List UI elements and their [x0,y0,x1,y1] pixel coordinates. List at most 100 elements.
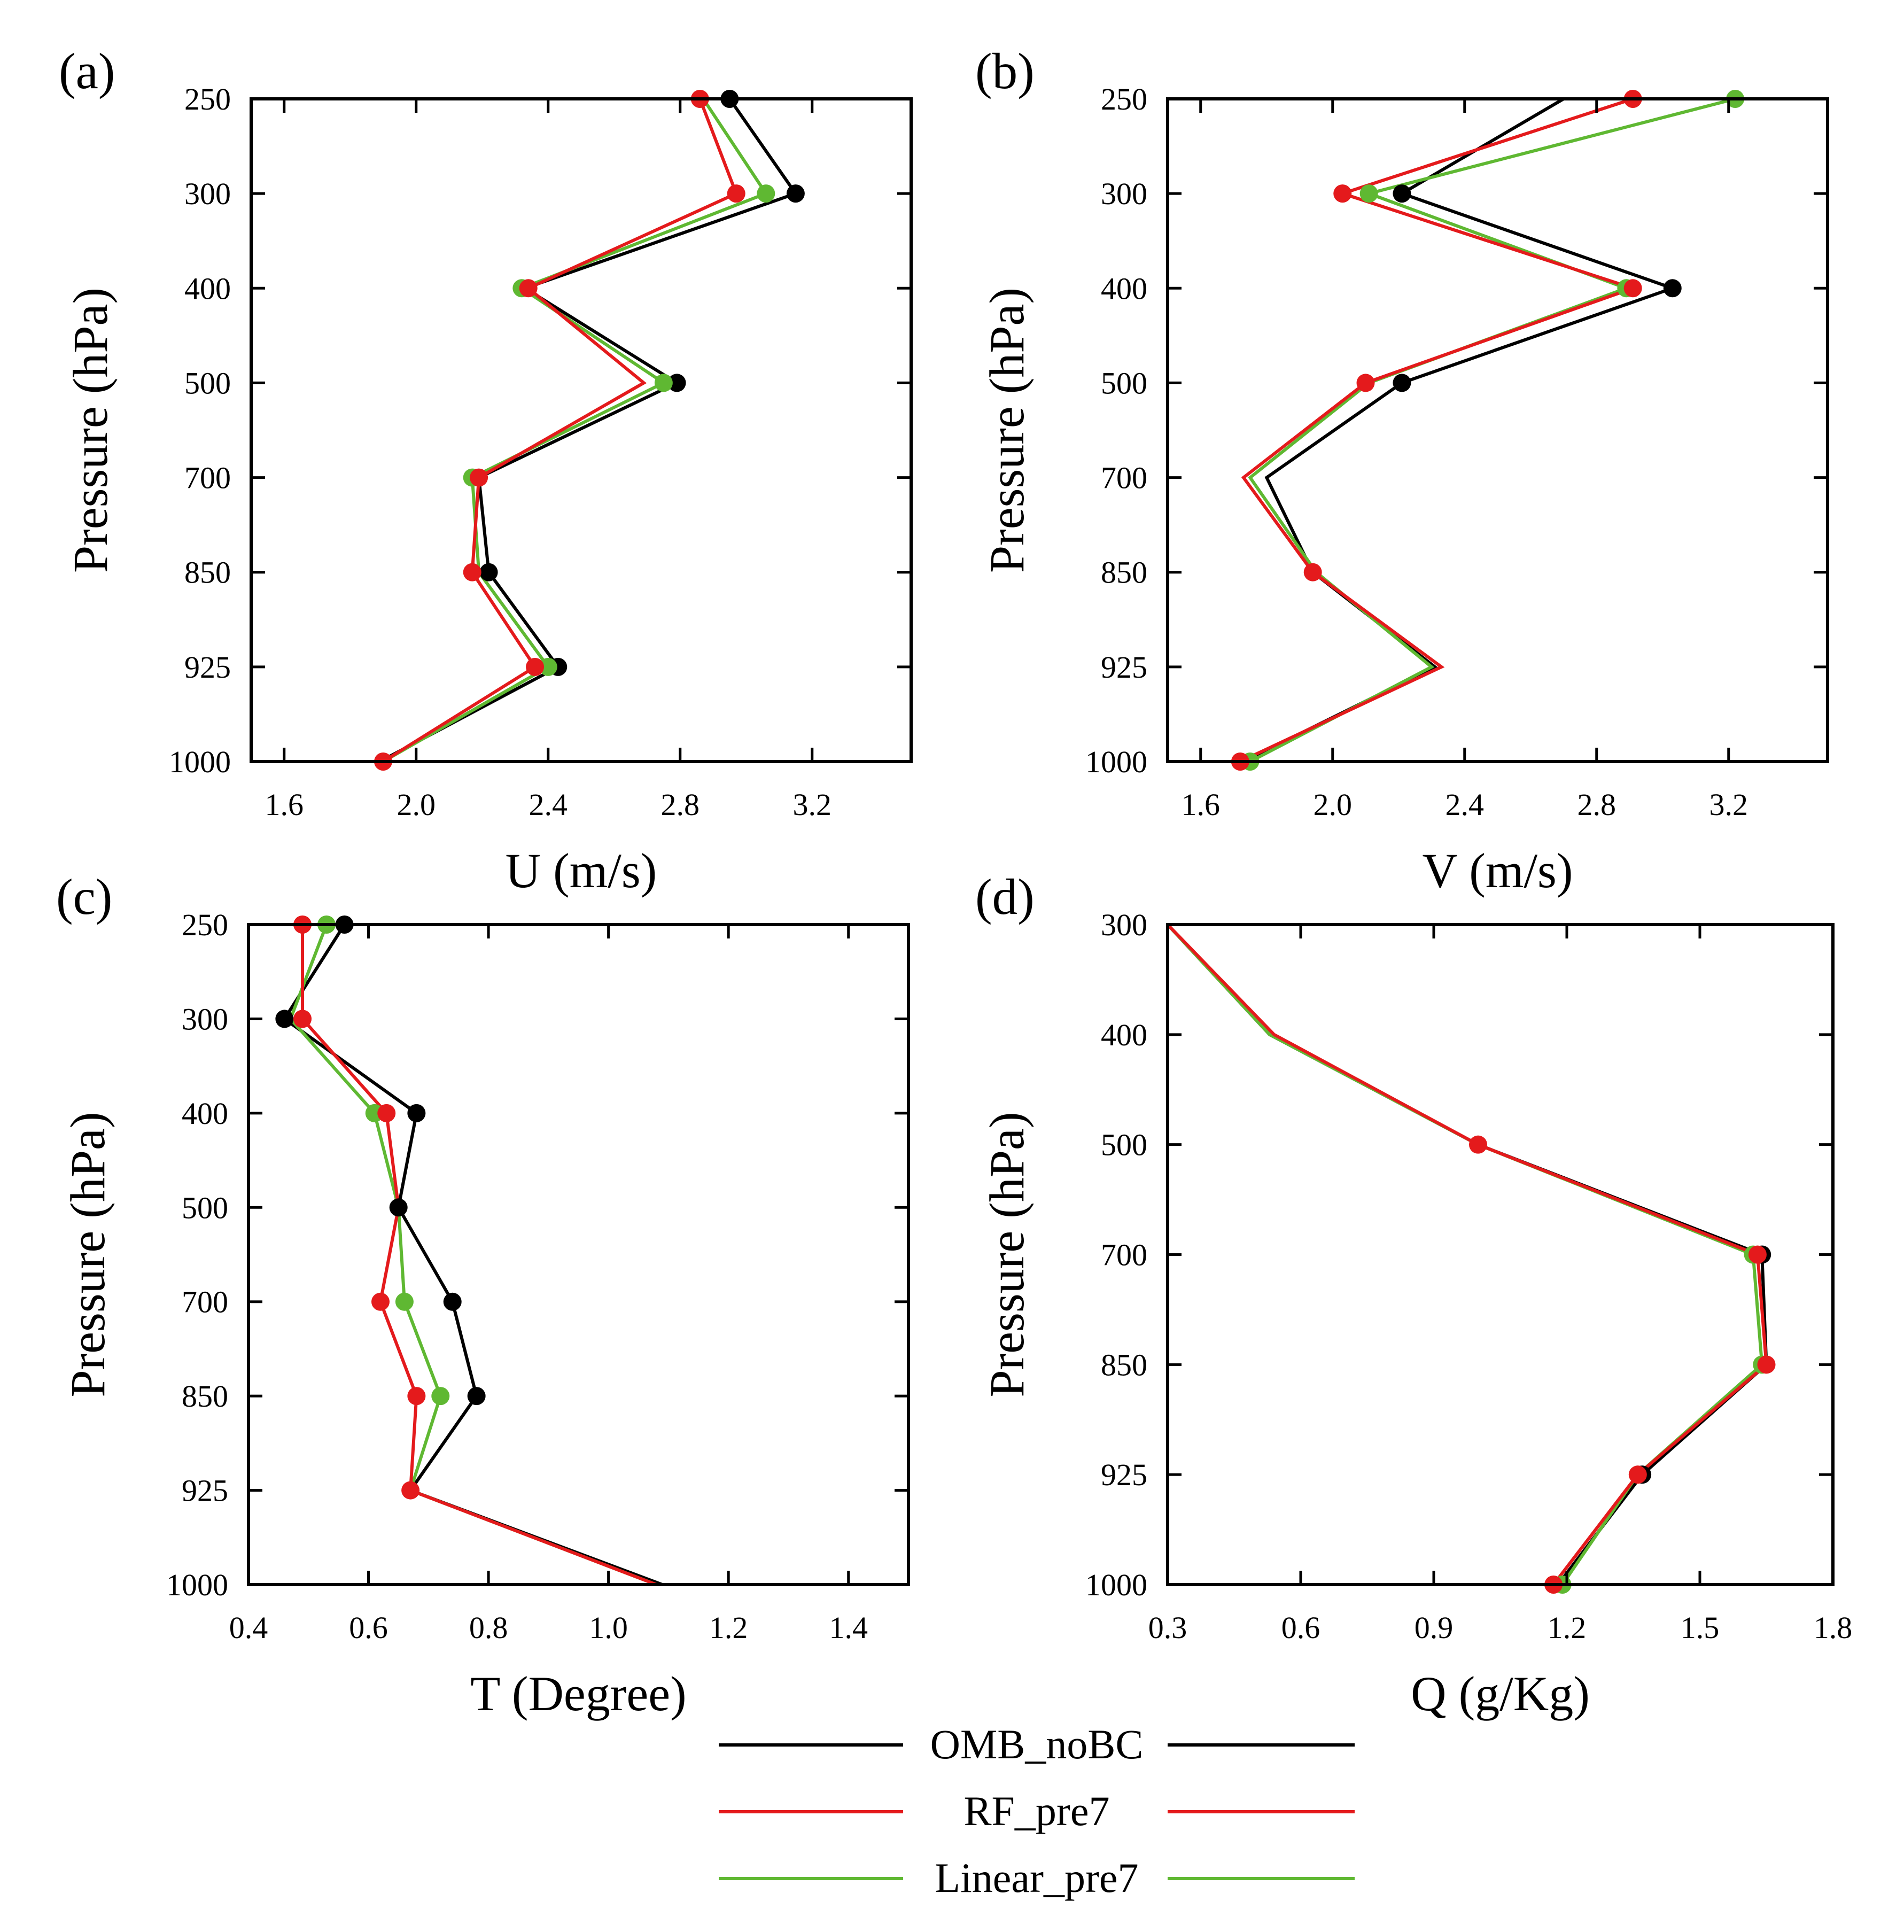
panel-b-y-tick-label: 300 [1101,176,1147,211]
panel-c-frame [247,923,910,1586]
panel-a-y-tick-label: 1000 [169,744,231,779]
panel-a-y-tick-label: 850 [184,555,231,590]
panel-d-x-tick-label: 0.9 [1415,1610,1454,1645]
panel-b-y-tick-label: 850 [1101,555,1147,590]
panel-b-y-axis-title: Pressure (hPa) [980,288,1034,573]
legend: OMB_noBC RF_pre7 Linear_pre7 [719,1721,1355,1901]
panel-c-y-tick-label: 925 [182,1473,228,1508]
panel-b-marker-linear-pre7 [1359,184,1378,203]
panel-a-marker-rf-pre7 [526,657,545,676]
panel-a-marker-rf-pre7 [727,184,745,203]
legend-entry-omb-nobc: OMB_noBC [719,1721,1355,1767]
panel-a-x-tick-label: 3.2 [793,787,832,822]
panel-b-y-tick-label: 250 [1101,82,1147,117]
panel-a-x-axis-title: U (m/s) [506,843,657,898]
panel-a-series-linear-pre7 [382,98,768,763]
panel-b-series-rf-pre7 [1239,97,1638,763]
panel-d-y-axis-title: Pressure (hPa) [980,1112,1034,1398]
panel-c-marker-omb-nobc [407,1104,426,1122]
panel-c-x-tick-label: 0.8 [469,1610,508,1645]
panel-a-marker-omb-nobc [667,374,686,392]
panel-b-marker-omb-nobc [1393,374,1411,392]
panel-d-label: (d) [975,868,1035,925]
panel-a-y-tick-label: 400 [184,271,231,306]
panel-a-y-axis-title: Pressure (hPa) [63,288,118,573]
panel-c-marker-linear-pre7 [395,1292,414,1311]
panel-a-marker-omb-nobc [786,184,805,203]
panel-d-marker-rf-pre7 [1757,1355,1776,1374]
panel-c-marker-rf-pre7 [371,1292,390,1311]
panel-b-x-tick-label: 1.6 [1182,787,1221,822]
panel-a-marker-rf-pre7 [470,468,488,487]
panel-c-x-axis-title: T (Degree) [470,1666,686,1721]
panel-b-frame [1166,97,1829,763]
panel-b-marker-omb-nobc [1663,279,1682,298]
panel-b-y-tick-label: 400 [1101,271,1147,306]
panel-c-x-tick-label: 0.4 [229,1610,268,1645]
panel-d-y-tick-label: 700 [1101,1238,1147,1273]
panel-b-x-axis-title: V (m/s) [1423,843,1573,898]
panel-c-series [275,915,663,1586]
panel-c-marker-rf-pre7 [377,1104,396,1122]
panel-d-marker-rf-pre7 [1469,1135,1487,1154]
panel-c-marker-omb-nobc [467,1387,486,1406]
panel-d-y-tick-label: 1000 [1085,1568,1147,1602]
panel-b-marker-rf-pre7 [1303,563,1322,581]
panel-b-ticks: 250 300 400 500 700 850 925 1000 1.6 2.0 2.4 2.8 3.2 [1085,82,1828,822]
panel-d-marker-rf-pre7 [1748,1245,1767,1264]
panel-a: 250 300 400 500 700 850 925 1000 1.6 2.0 2.4 2.8 3.2… [59,43,913,898]
panel-a-x-tick-label: 1.6 [265,787,304,822]
panel-b-x-tick-label: 2.4 [1446,787,1485,822]
panel-b-series-linear-pre7 [1248,97,1736,763]
legend-label-linear-pre7: Linear_pre7 [935,1855,1138,1901]
panel-b-marker-omb-nobc [1393,184,1411,203]
panel-d-x-tick-label: 1.5 [1681,1610,1720,1645]
panel-a-x-tick-label: 2.4 [529,787,568,822]
panel-a-marker-rf-pre7 [463,563,481,581]
panel-c-x-tick-label: 0.6 [349,1610,388,1645]
panel-b-marker-rf-pre7 [1356,374,1375,392]
panel-a-marker-linear-pre7 [654,374,673,392]
panel-a-y-tick-label: 300 [184,176,231,211]
panel-d-y-tick-label: 500 [1101,1128,1147,1162]
panel-a-y-tick-label: 700 [184,461,231,495]
panel-d-x-tick-label: 1.8 [1814,1610,1853,1645]
panel-c-x-tick-label: 1.2 [709,1610,748,1645]
legend-label-rf-pre7: RF_pre7 [964,1788,1110,1834]
panel-c-marker-omb-nobc [443,1292,462,1311]
panel-d-y-tick-label: 300 [1101,907,1147,942]
panel-a-y-tick-label: 925 [184,650,231,685]
panel-c-series-linear-pre7 [289,924,657,1586]
legend-entry-rf-pre7: RF_pre7 [719,1788,1355,1834]
panel-d-y-tick-label: 850 [1101,1347,1147,1382]
panel-d-y-tick-label: 925 [1101,1457,1147,1492]
panel-b-marker-rf-pre7 [1623,279,1642,298]
panel-a-ticks: 250 300 400 500 700 850 925 1000 1.6 2.0 2.4 2.8 3.2 [169,82,911,822]
panel-a-marker-linear-pre7 [757,184,775,203]
panel-d-y-tick-label: 400 [1101,1018,1147,1052]
panel-c-y-tick-label: 300 [182,1002,228,1036]
panel-b-x-tick-label: 2.0 [1314,787,1353,822]
panel-c-y-tick-label: 700 [182,1285,228,1320]
panel-d-x-axis-title: Q (g/Kg) [1411,1666,1590,1721]
panel-b-y-tick-label: 1000 [1085,744,1147,779]
legend-entry-linear-pre7: Linear_pre7 [719,1855,1355,1901]
panel-a-frame [250,97,913,763]
panel-b-y-tick-label: 925 [1101,650,1147,685]
panel-c-marker-rf-pre7 [407,1387,426,1406]
panel-a-marker-linear-pre7 [539,657,557,676]
panel-a-y-tick-label: 500 [184,366,231,400]
panel-c-marker-linear-pre7 [431,1387,450,1406]
panel-b-y-tick-label: 500 [1101,366,1147,400]
panel-a-x-tick-label: 2.0 [397,787,436,822]
panel-a-series-omb-nobc [379,98,798,763]
panel-c-marker-omb-nobc [389,1198,408,1217]
panel-b-x-tick-label: 2.8 [1577,787,1617,822]
panel-c-y-tick-label: 250 [182,907,228,942]
panel-c-y-tick-label: 1000 [166,1568,228,1602]
panel-d-series [1166,923,1776,1594]
panel-c-x-tick-label: 1.4 [829,1610,868,1645]
